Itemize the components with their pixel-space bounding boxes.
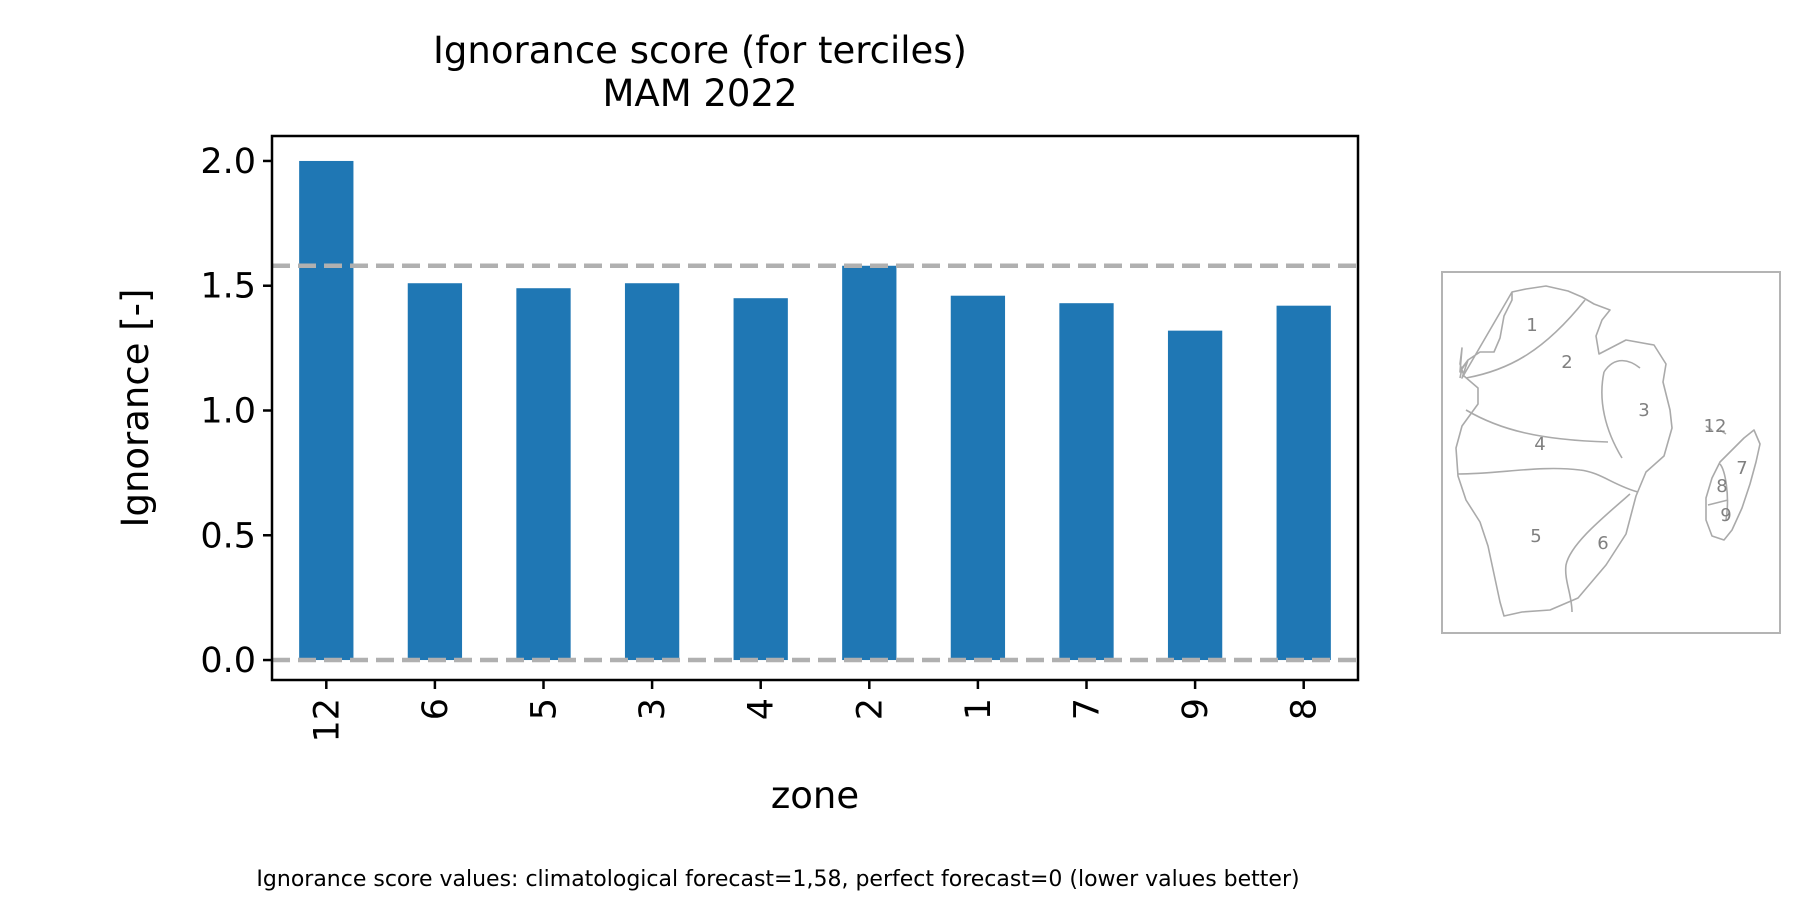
zone-border-1-2 xyxy=(1465,299,1586,379)
inset-map: 1 2 3 12 4 7 8 5 6 9 xyxy=(1441,271,1781,634)
bar-zone-6 xyxy=(407,283,463,661)
y-tick-label: 2.0 xyxy=(200,142,256,182)
x-tick-label: 7 xyxy=(1068,698,1108,720)
x-tick-label: 1 xyxy=(959,698,999,720)
map-zone-label: 2 xyxy=(1561,352,1572,373)
madagascar-outline xyxy=(1705,429,1761,541)
bar-zone-7 xyxy=(1059,303,1114,661)
x-tick-label: 4 xyxy=(742,698,782,720)
y-axis-label: Ignorance [-] xyxy=(114,289,157,528)
chart-footnote: Ignorance score values: climatological f… xyxy=(256,867,1299,892)
x-tick-label: 2 xyxy=(850,698,890,720)
map-zone-label: 12 xyxy=(1704,416,1727,437)
x-tick-label: 12 xyxy=(307,698,347,743)
zone-12-islands xyxy=(1705,425,1727,435)
zone-border-7-8 xyxy=(1719,463,1729,521)
x-tick-label: 8 xyxy=(1285,698,1325,720)
bar-zone-8 xyxy=(1276,305,1331,661)
plot-frame xyxy=(270,134,1360,682)
bar-zone-3 xyxy=(624,283,680,661)
mainland-outline xyxy=(1455,285,1673,617)
zone-border-4-5 xyxy=(1457,467,1639,493)
bar-zone-9 xyxy=(1167,330,1223,661)
zone-border-2-3 xyxy=(1601,359,1641,459)
bar-zone-5 xyxy=(516,288,571,661)
map-zone-label: 6 xyxy=(1597,533,1608,554)
map-zone-label: 9 xyxy=(1720,505,1731,526)
zone-border-2-4 xyxy=(1465,409,1609,443)
map-zone-label: 3 xyxy=(1638,400,1649,421)
chart-title: Ignorance score (for terciles) xyxy=(433,29,967,72)
map-zone-label: 4 xyxy=(1534,434,1545,455)
bars xyxy=(299,160,1331,661)
map-zone-label: 7 xyxy=(1736,458,1747,479)
x-axis-ticks: 12 6 5 3 4 2 1 7 9 8 xyxy=(307,680,1325,743)
x-tick-label: 9 xyxy=(1176,698,1216,720)
chart-subtitle: MAM 2022 xyxy=(602,72,797,115)
x-tick-label: 3 xyxy=(633,698,673,720)
zone-border-5-6 xyxy=(1564,493,1631,613)
y-axis-ticks: 0.0 0.5 1.0 1.5 2.0 xyxy=(200,142,272,681)
map-zone-label: 8 xyxy=(1716,476,1727,497)
inset-map-frame xyxy=(1441,271,1781,634)
bar-zone-1 xyxy=(950,295,1006,661)
bar-zone-4 xyxy=(733,298,788,661)
x-tick-label: 6 xyxy=(416,698,456,720)
bar-zone-2 xyxy=(842,265,897,661)
y-tick-label: 0.5 xyxy=(200,516,256,556)
y-tick-label: 1.5 xyxy=(200,267,256,307)
bar-zone-12 xyxy=(299,160,354,661)
y-tick-label: 0.0 xyxy=(200,641,256,681)
zone-border-8-9 xyxy=(1707,499,1729,506)
y-tick-label: 1.0 xyxy=(200,391,256,431)
x-tick-label: 5 xyxy=(525,698,565,720)
map-zone-label: 5 xyxy=(1530,526,1541,547)
x-axis-label: zone xyxy=(771,774,859,817)
map-zone-label: 1 xyxy=(1526,315,1537,336)
